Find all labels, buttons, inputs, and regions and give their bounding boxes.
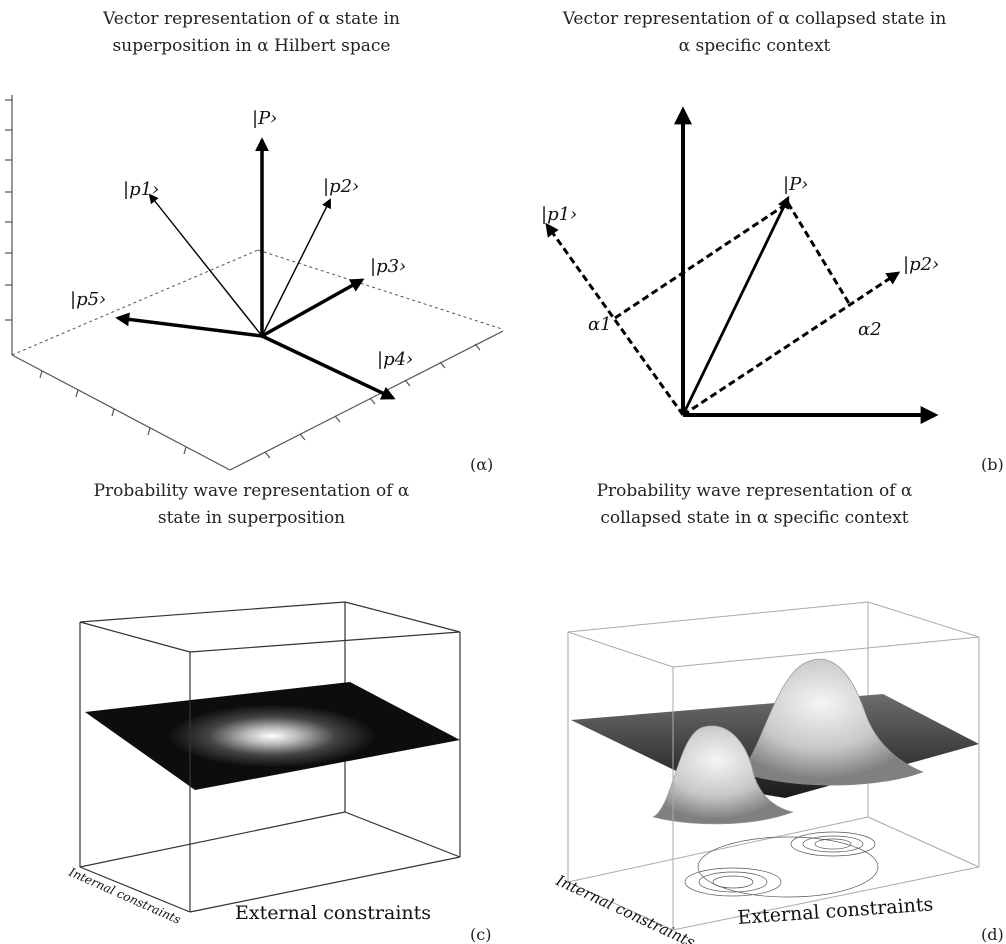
label-P: |P›: [783, 174, 808, 195]
axis-external-label: External constraints: [737, 893, 934, 929]
panel-d: Probability wave representation of α col…: [503, 472, 1006, 944]
hilbert-frame: [5, 95, 503, 470]
panel-a-label: (α): [470, 455, 493, 472]
projection-a1: [615, 203, 788, 318]
collapsed-vector-diagram: |P› |p1› |p2› α1 α2: [503, 0, 1006, 472]
label-a2: α2: [858, 319, 882, 340]
panel-c-label: (c): [470, 925, 491, 944]
vector-p1: [547, 225, 683, 415]
panel-a: Vector representation of α state in supe…: [0, 0, 503, 472]
axis-external-label: External constraints: [235, 902, 431, 924]
vector-P: [683, 198, 788, 415]
vector-p1: [150, 195, 262, 336]
label-p2: |p2›: [323, 176, 359, 197]
label-p4: |p4›: [377, 349, 413, 370]
axis-internal-label: Internal constraints: [552, 871, 698, 944]
label-p3: |p3›: [370, 256, 406, 277]
probability-peak: [167, 704, 377, 768]
axis-internal-label: Internal constraints: [66, 865, 183, 927]
projection-a2: [788, 203, 850, 305]
label-P: |P›: [252, 108, 277, 129]
collapsed-wave-plot: External constraints Internal constraint…: [503, 472, 1006, 944]
hilbert-space-diagram: |P› |p1› |p2› |p3› |p4› |p5›: [0, 0, 503, 472]
vector-p5: [118, 318, 262, 336]
vector-p2: [683, 273, 898, 415]
superposition-wave-plot: External constraints Internal constraint…: [0, 472, 503, 944]
label-a1: α1: [588, 314, 612, 335]
panel-c: Probability wave representation of α sta…: [0, 472, 503, 944]
floor-contours: [685, 832, 878, 897]
label-p2: |p2›: [903, 254, 939, 275]
panel-b: Vector representation of α collapsed sta…: [503, 0, 1006, 472]
panel-d-label: (d): [981, 925, 1004, 944]
label-p1: |p1›: [123, 179, 159, 200]
vector-p3: [262, 280, 362, 336]
panel-b-label: (b): [981, 455, 1004, 472]
label-p1: |p1›: [541, 204, 577, 225]
vector-p4: [262, 336, 393, 398]
label-p5: |p5›: [70, 289, 106, 310]
